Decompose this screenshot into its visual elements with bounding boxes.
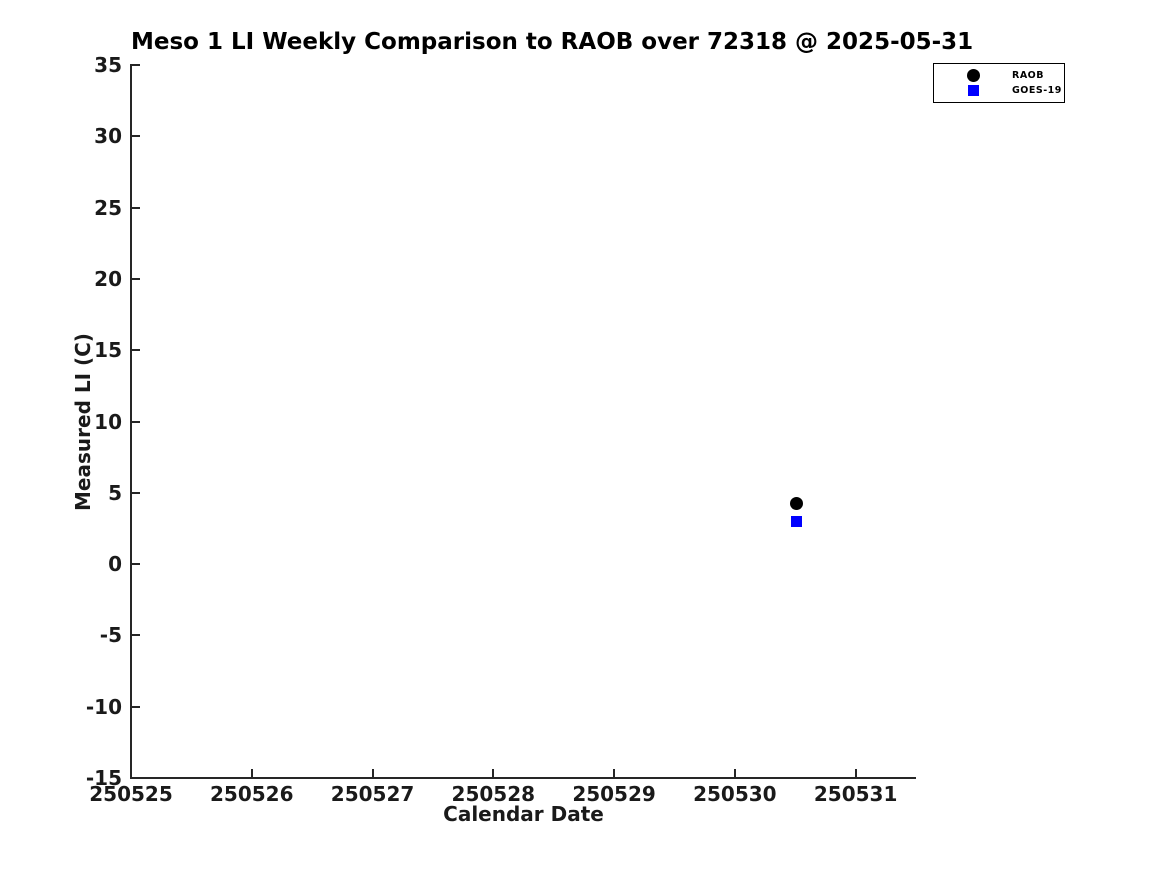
y-tick-mark	[132, 277, 140, 280]
y-tick-label: 0	[108, 552, 122, 577]
y-tick-label: 20	[94, 266, 122, 291]
x-tick-mark	[613, 769, 616, 777]
x-tick-label: 250527	[330, 782, 415, 806]
y-tick-label: -15	[85, 766, 122, 790]
x-tick-label: 250528	[451, 782, 536, 806]
y-tick-label: -5	[99, 623, 122, 648]
y-axis-line	[130, 64, 132, 779]
legend-item-goes-19: GOES-19	[934, 83, 1064, 98]
x-tick-label: 250525	[89, 782, 173, 806]
legend-label-goes-19: GOES-19	[1012, 85, 1062, 96]
x-tick-label: 250526	[210, 782, 294, 806]
legend-item-raob: RAOB	[934, 68, 1064, 83]
y-tick-mark	[132, 634, 140, 637]
y-tick-mark	[132, 563, 140, 566]
y-tick-label: 10	[94, 409, 122, 434]
raob-marker-icon	[966, 69, 980, 82]
x-axis-line	[130, 777, 916, 779]
x-tick-mark	[250, 769, 253, 777]
y-tick-label: 5	[108, 480, 122, 505]
data-point-raob	[789, 496, 803, 510]
y-tick-mark	[132, 64, 140, 66]
y-tick-label: 35	[94, 53, 122, 77]
y-tick-mark	[132, 705, 140, 708]
x-tick-mark	[492, 769, 495, 777]
y-tick-label: 15	[94, 338, 122, 363]
x-tick-mark	[371, 769, 374, 777]
x-tick-mark	[130, 769, 132, 777]
y-tick-label: 25	[94, 195, 122, 220]
goes-19-marker-icon	[967, 85, 979, 96]
x-tick-label: 250530	[693, 782, 777, 806]
x-tick-mark	[733, 769, 736, 777]
x-tick-mark	[854, 769, 857, 777]
legend: RAOB GOES-19	[933, 63, 1065, 103]
y-tick-mark	[132, 206, 140, 209]
legend-marker-cell	[934, 85, 1012, 96]
y-tick-label: -10	[85, 694, 122, 719]
y-tick-mark	[132, 491, 140, 494]
legend-label-raob: RAOB	[1012, 70, 1044, 81]
x-tick-label: 250531	[813, 782, 898, 806]
chart-title: Meso 1 LI Weekly Comparison to RAOB over…	[131, 29, 974, 55]
x-tick-label: 250529	[572, 782, 656, 806]
y-tick-mark	[132, 349, 140, 352]
y-tick-label: 30	[94, 124, 122, 149]
x-axis-label: Calendar Date	[443, 802, 604, 826]
legend-marker-cell	[934, 69, 1012, 82]
y-tick-mark	[132, 135, 140, 138]
data-point-goes-19	[790, 515, 802, 527]
y-tick-mark	[132, 420, 140, 423]
y-tick-mark	[132, 777, 140, 779]
